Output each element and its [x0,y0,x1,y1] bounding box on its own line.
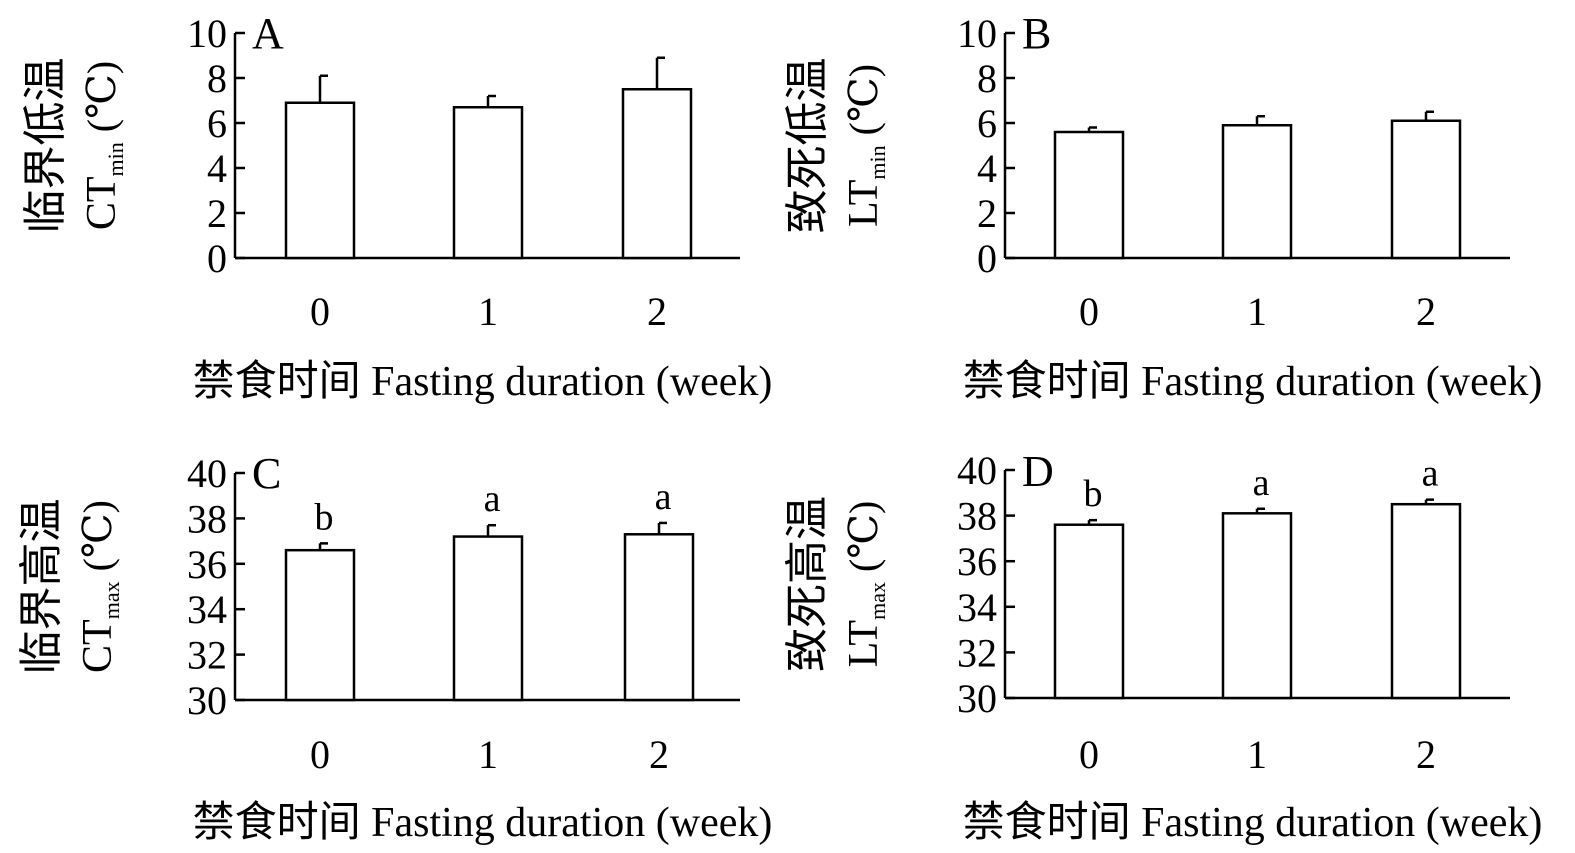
bar [1221,512,1293,700]
bar [452,535,524,702]
y-axis-title-en: LTmin (℃) [841,64,890,227]
y-tick-label: 38 [187,496,227,541]
y-axis-title-abbr: CT [75,619,121,673]
y-axis-title-subscript: max [865,582,890,620]
bar [1053,130,1125,260]
y-tick-label: 34 [187,587,227,632]
y-tick-label: 30 [187,678,227,723]
y-tick-label: 8 [207,56,227,101]
y-axis-title-en: LTmax (℃) [841,501,890,668]
y-tick-label: 40 [187,451,227,496]
y-axis-title-en: CTmin (℃) [79,61,128,230]
y-tick-label: 38 [957,494,997,539]
y-tick-label: 40 [957,448,997,493]
y-tick-label: 4 [207,146,227,191]
bar [1053,523,1125,700]
x-tick-label: 2 [647,289,667,334]
y-axis-title-unit: (℃) [841,501,886,572]
significance-letter: b [315,496,334,538]
y-tick-label: 36 [187,542,227,587]
panel-letter: A [252,9,284,58]
x-axis-title: 禁食时间 Fasting duration (week) [193,799,773,846]
x-tick-label: 0 [1079,732,1099,777]
y-axis-title-subscript: min [103,142,128,176]
x-tick-label: 0 [1079,289,1099,334]
bar [284,548,356,702]
y-axis-title-cn: 致死高温 [783,496,832,672]
y-tick-label: 34 [957,585,997,630]
x-tick-label: 1 [478,732,498,777]
y-tick-label: 4 [977,146,997,191]
y-axis-title-unit: (℃) [841,64,886,135]
y-axis-title-cn: 临界低温 [21,58,70,234]
bar [1390,119,1462,260]
bar [284,101,356,260]
y-tick-label: 30 [957,676,997,721]
x-tick-label: 1 [478,289,498,334]
y-tick-label: 10 [957,11,997,56]
y-tick-label: 8 [977,56,997,101]
y-axis-title-abbr: LT [841,180,887,227]
y-tick-label: 2 [977,191,997,236]
significance-letter: a [655,476,672,518]
x-tick-label: 2 [649,732,669,777]
significance-letter: a [1422,453,1439,495]
y-tick-label: 32 [957,630,997,675]
x-axis-title: 禁食时间 Fasting duration (week) [963,799,1543,846]
y-tick-label: 32 [187,633,227,678]
y-axis-title-unit: (℃) [79,61,124,132]
y-tick-label: 0 [207,236,227,281]
y-tick-label: 6 [977,101,997,146]
panel-letter: B [1022,9,1051,58]
y-axis-title-subscript: min [865,145,890,179]
x-tick-label: 0 [310,289,330,334]
significance-letter: b [1084,473,1103,515]
x-tick-label: 1 [1247,732,1267,777]
y-axis-title-cn: 致死低温 [783,58,832,234]
y-tick-label: 6 [207,101,227,146]
panel-letter: D [1022,447,1054,496]
x-tick-label: 2 [1416,732,1436,777]
y-axis-title-abbr: CT [79,176,125,230]
y-tick-label: 10 [187,11,227,56]
x-tick-label: 2 [1416,289,1436,334]
y-axis-title-subscript: max [99,581,124,619]
x-axis-title: 禁食时间 Fasting duration (week) [963,358,1543,405]
y-tick-label: 36 [957,539,997,584]
y-axis-title-cn: 临界高温 [17,499,66,675]
y-axis-title-abbr: LT [841,620,887,667]
significance-letter: a [1253,462,1270,504]
bar [452,106,524,260]
x-axis-title: 禁食时间 Fasting duration (week) [193,358,773,405]
bar [1390,502,1462,700]
bar [1221,124,1293,260]
x-tick-label: 1 [1247,289,1267,334]
panel-letter: C [252,449,281,498]
significance-letter: a [484,478,501,520]
bar [621,88,693,260]
bar [623,533,695,702]
y-tick-label: 2 [207,191,227,236]
y-axis-title-en: CTmax (℃) [75,500,124,673]
y-tick-label: 0 [977,236,997,281]
x-tick-label: 0 [310,732,330,777]
y-axis-title-unit: (℃) [75,500,120,571]
